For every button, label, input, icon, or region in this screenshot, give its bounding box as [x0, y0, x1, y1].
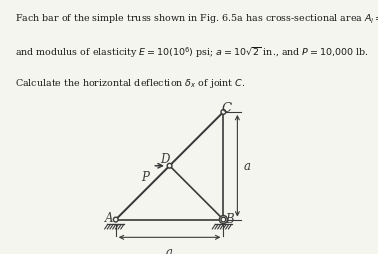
Text: Fach bar of the simple truss shown in Fig. 6.5a has cross-sectional area $A_i = : Fach bar of the simple truss shown in Fi…	[15, 11, 378, 26]
Text: B: B	[226, 212, 234, 225]
Text: A: A	[105, 211, 113, 224]
Text: P: P	[141, 170, 149, 183]
Text: C: C	[222, 102, 232, 115]
Circle shape	[221, 110, 226, 115]
Circle shape	[113, 217, 118, 222]
Text: a: a	[243, 160, 250, 172]
Circle shape	[167, 164, 172, 168]
Circle shape	[219, 216, 228, 224]
Text: a: a	[166, 245, 173, 254]
Text: D: D	[161, 152, 170, 165]
Text: and modulus of elasticity $E = 10(10^6)$ psi; $a = 10\sqrt{2}$ in., and $P = 10{: and modulus of elasticity $E = 10(10^6)$…	[15, 45, 369, 60]
Text: Calculate the horizontal deflection $\delta_x$ of joint $C$.: Calculate the horizontal deflection $\de…	[15, 77, 246, 90]
Circle shape	[221, 217, 226, 222]
